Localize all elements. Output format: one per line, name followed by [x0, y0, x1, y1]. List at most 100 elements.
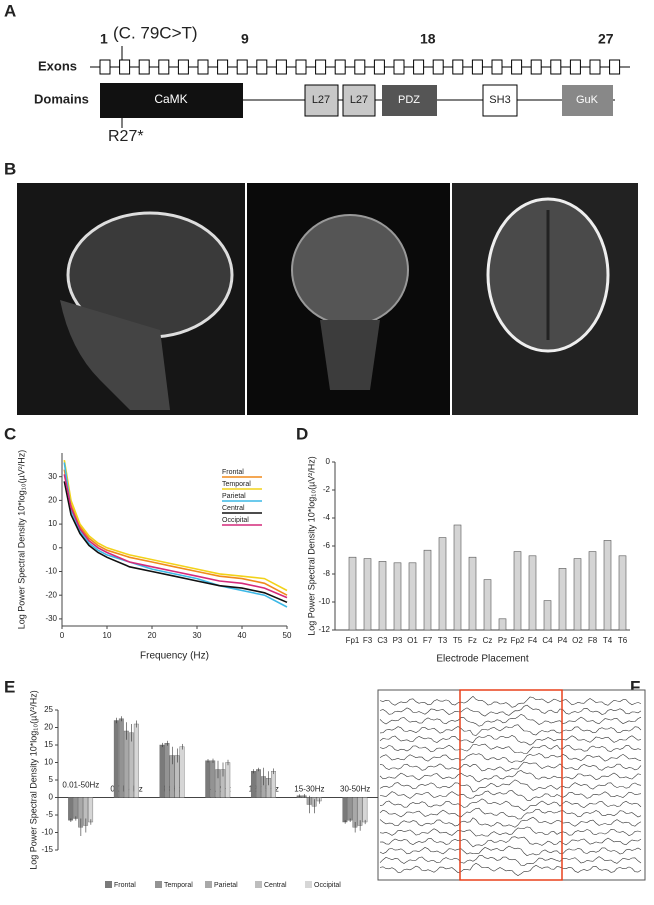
bar: [251, 771, 256, 798]
x-tick-label: F4: [528, 636, 538, 645]
exon-number: 9: [241, 31, 249, 47]
gene-diagram: 1 9 18 27 (C. 79C>T) Exons Domains CaMK …: [34, 23, 630, 145]
bar: [603, 540, 612, 631]
legend-swatch: [105, 881, 112, 888]
x-tick-label: Fz: [468, 636, 477, 645]
exon-number: 18: [420, 31, 436, 47]
bar: [423, 549, 432, 631]
eeg-channel: [379, 798, 642, 812]
eeg-channel: [379, 779, 642, 793]
mri-images: [17, 183, 638, 415]
y-tick-label: -10: [41, 828, 53, 837]
bar: [363, 558, 372, 631]
x-tick-label: 40: [238, 631, 247, 640]
legend-swatch: [205, 881, 212, 888]
legend-label: Frontal: [114, 882, 136, 889]
bar: [225, 762, 231, 798]
x-tick-label: Pz: [498, 636, 507, 645]
bar: [408, 562, 417, 631]
bar: [558, 568, 567, 631]
y-tick-label: 10: [48, 519, 57, 528]
bar: [205, 760, 211, 798]
bar: [164, 743, 170, 798]
data-line: [63, 462, 288, 608]
x-tick-label: C3: [377, 636, 388, 645]
domain-box: [562, 85, 613, 116]
bar: [498, 618, 507, 631]
x-tick-label: 20: [148, 631, 157, 640]
bar: [513, 551, 522, 631]
y-tick-label: 5: [49, 775, 54, 784]
domain-box: [304, 84, 339, 117]
bar: [362, 797, 368, 823]
exon-box: [569, 59, 581, 75]
y-tick-label: -20: [45, 590, 57, 599]
exon-number: 1: [100, 31, 108, 47]
data-line: [63, 474, 288, 599]
eeg-channel: [379, 743, 642, 754]
exon-box: [119, 59, 131, 75]
exon-box: [393, 59, 405, 75]
x-tick-label: Fp2: [511, 636, 525, 645]
eeg-channel: [379, 862, 642, 876]
exon-box: [471, 59, 483, 75]
y-axis-label: Log Power Spectral Density 10*log₁₀(µV²/…: [306, 456, 316, 636]
legend-label: Central: [264, 882, 287, 889]
bar: [256, 769, 261, 798]
x-tick-label: F8: [588, 636, 598, 645]
mri-brain: [291, 214, 409, 326]
exon-box: [550, 59, 562, 75]
eeg-channel: [379, 713, 642, 727]
bar: [573, 558, 582, 631]
bar: [528, 555, 537, 631]
y-tick-label: -10: [318, 597, 330, 606]
x-tick-label: F3: [363, 636, 373, 645]
mri-stem: [320, 320, 380, 390]
bar: [438, 537, 447, 631]
bar: [483, 579, 492, 631]
exon-box: [452, 59, 464, 75]
x-axis-label: Frequency (Hz): [140, 651, 209, 662]
legend-label: Parietal: [222, 493, 246, 500]
exon-box: [609, 59, 621, 75]
domain-box: [100, 83, 243, 118]
exon-box: [315, 59, 327, 75]
exon-box: [413, 59, 425, 75]
bar: [113, 720, 119, 798]
legend-label: Parietal: [214, 882, 238, 889]
eeg-channel: [379, 836, 642, 848]
mutation-label: (C. 79C>T): [113, 23, 198, 42]
exon-number: 27: [598, 31, 614, 47]
bar: [618, 555, 627, 631]
y-tick-label: -8: [323, 569, 331, 578]
x-tick-label: T3: [438, 636, 448, 645]
eeg-channel: [379, 790, 642, 802]
exon-box: [530, 59, 542, 75]
exon-box: [217, 59, 229, 75]
bar: [88, 797, 94, 823]
bar: [159, 744, 165, 798]
panel-label: A: [4, 1, 16, 20]
x-tick-label: 15-30Hz: [294, 785, 324, 794]
bar: [393, 562, 402, 631]
exon-box: [491, 59, 503, 75]
domain-label: CaMK: [154, 92, 187, 106]
bar: [271, 771, 276, 798]
eeg-channel: [379, 704, 642, 717]
bar: [347, 797, 353, 821]
eeg-channel: [379, 807, 642, 820]
x-tick-label: Cz: [483, 636, 493, 645]
bar: [133, 723, 139, 798]
panel-label: E: [4, 677, 15, 696]
y-tick-label: 25: [44, 705, 53, 714]
bar: [342, 797, 348, 823]
x-tick-label: 30-50Hz: [340, 785, 370, 794]
exon-box: [177, 59, 189, 75]
x-tick-label: 0.01-50Hz: [62, 781, 99, 790]
data-line: [63, 481, 288, 604]
panel-label: B: [4, 159, 16, 178]
domain-label: GuK: [576, 94, 599, 106]
bar: [468, 556, 477, 631]
mri-face: [60, 300, 170, 410]
